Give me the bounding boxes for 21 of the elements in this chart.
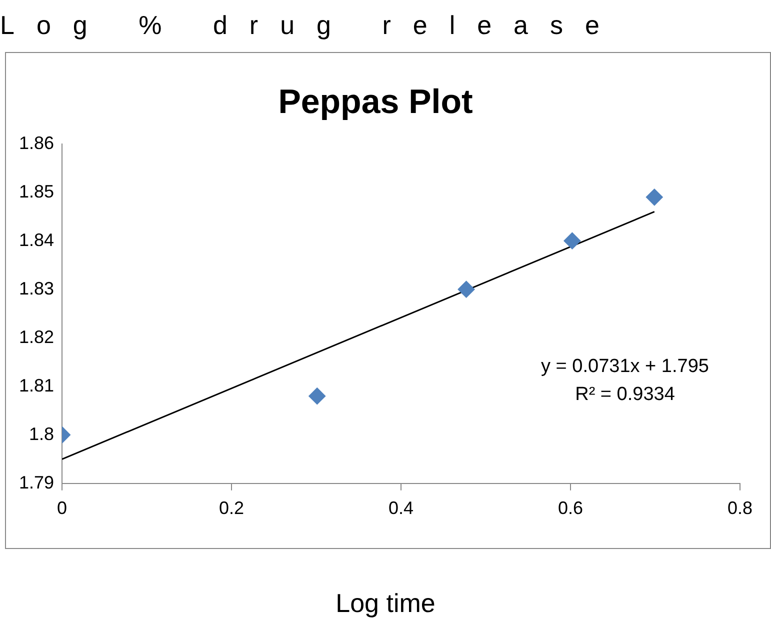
x-tick-label: 0 <box>57 498 68 518</box>
x-tick-label: 0.2 <box>219 498 244 518</box>
annotation: R² = 0.9334 <box>575 384 676 405</box>
y-tick-label: 1.82 <box>18 326 54 347</box>
x-axis-title: Log time <box>334 588 436 619</box>
x-tick-label: 0.4 <box>388 498 414 518</box>
y-tick-label: 1.8 <box>29 424 54 444</box>
point <box>564 232 581 250</box>
y-axis-title: Log % drug release <box>0 10 622 41</box>
point <box>458 280 475 298</box>
y-tick-label: 1.84 <box>18 230 54 250</box>
point <box>646 188 663 206</box>
y-tick-label: 1.81 <box>18 375 54 396</box>
annotation: y = 0.0731x + 1.795 <box>541 356 709 377</box>
x-tick-label: 0.6 <box>558 498 584 518</box>
chart-title: Peppas Plot <box>278 82 473 121</box>
x-tick-label: 0.8 <box>727 498 753 518</box>
y-tick-label: 1.86 <box>18 132 54 153</box>
y-tick-label: 1.83 <box>18 278 54 298</box>
y-tick-label: 1.85 <box>18 181 54 202</box>
y-tick-label: 1.79 <box>18 472 54 492</box>
